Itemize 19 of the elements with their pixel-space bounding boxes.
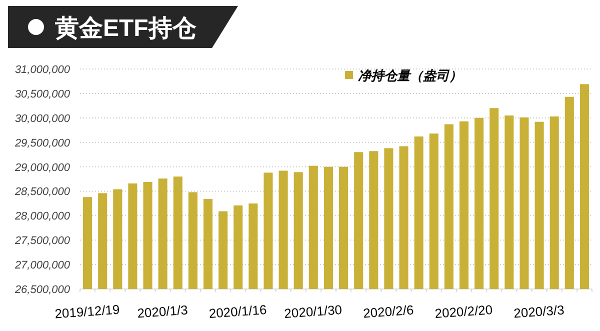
- y-tick-label: 30,000,000: [14, 112, 71, 125]
- legend-label: 净持仓量（盎司）: [357, 68, 462, 83]
- x-tick-label: 2020/1/16: [208, 302, 268, 322]
- chart-title: 黄金ETF持仓: [54, 15, 198, 42]
- x-tick-label: 2020/2/6: [362, 302, 414, 321]
- x-tick-label: 2020/3/3: [513, 302, 565, 321]
- x-tick-label: 2019/12/19: [54, 302, 120, 322]
- y-tick-label: 26,500,000: [14, 284, 71, 296]
- x-tick-label: 2020/1/30: [284, 302, 342, 322]
- y-tick-label: 27,500,000: [14, 235, 71, 248]
- y-tick-label: 29,500,000: [14, 137, 71, 150]
- x-tick-label: 2020/2/20: [434, 302, 494, 322]
- x-tick-label: 2020/1/3: [136, 302, 188, 321]
- y-tick-label: 28,500,000: [14, 186, 71, 198]
- y-tick-label: 29,000,000: [14, 162, 71, 174]
- y-tick-label: 31,000,000: [14, 64, 71, 76]
- y-tick-label: 30,500,000: [14, 88, 71, 100]
- y-tick-label: 28,000,000: [14, 210, 71, 223]
- y-tick-label: 27,000,000: [14, 260, 71, 272]
